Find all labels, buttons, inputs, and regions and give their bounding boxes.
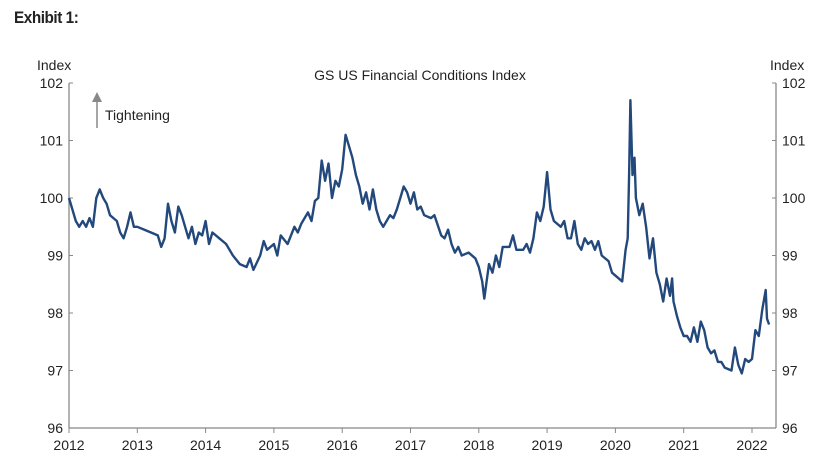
y-tick-label-right: 102 [782,75,806,91]
y-tick-label-right: 96 [782,420,798,436]
y-tick-label-right: 99 [782,248,798,264]
y-tick-label-left: 99 [47,248,63,264]
x-tick-label: 2016 [327,437,358,453]
x-tick-label: 2015 [258,437,289,453]
tightening-annotation: Tightening [105,107,170,123]
exhibit-label: Exhibit 1: [14,8,79,27]
y-tick-label-right: 101 [782,133,806,149]
series-line [67,99,771,375]
chart-title: GS US Financial Conditions Index [314,67,526,83]
x-tick-label: 2018 [463,437,494,453]
y-tick-label-left: 98 [47,305,63,321]
x-tick-label: 2013 [122,437,153,453]
x-tick-label: 2012 [53,437,84,453]
x-tick-label: 2021 [668,437,699,453]
y-tick-label-left: 100 [40,190,64,206]
y-axis-label-right: Index [770,57,804,73]
y-tick-label-left: 101 [40,133,64,149]
y-tick-label-left: 102 [40,75,64,91]
tightening-arrow-icon [92,92,102,128]
y-tick-label-right: 97 [782,363,798,379]
y-tick-label-left: 97 [47,363,63,379]
y-tick-label-left: 96 [47,420,63,436]
x-tick-label: 2017 [395,437,426,453]
x-tick-label: 2020 [600,437,631,453]
x-tick-label: 2022 [736,437,767,453]
x-tick-label: 2014 [190,437,221,453]
y-axis-label-left: Index [37,57,71,73]
x-tick-label: 2019 [532,437,563,453]
y-tick-label-right: 100 [782,190,806,206]
y-tick-label-right: 98 [782,305,798,321]
